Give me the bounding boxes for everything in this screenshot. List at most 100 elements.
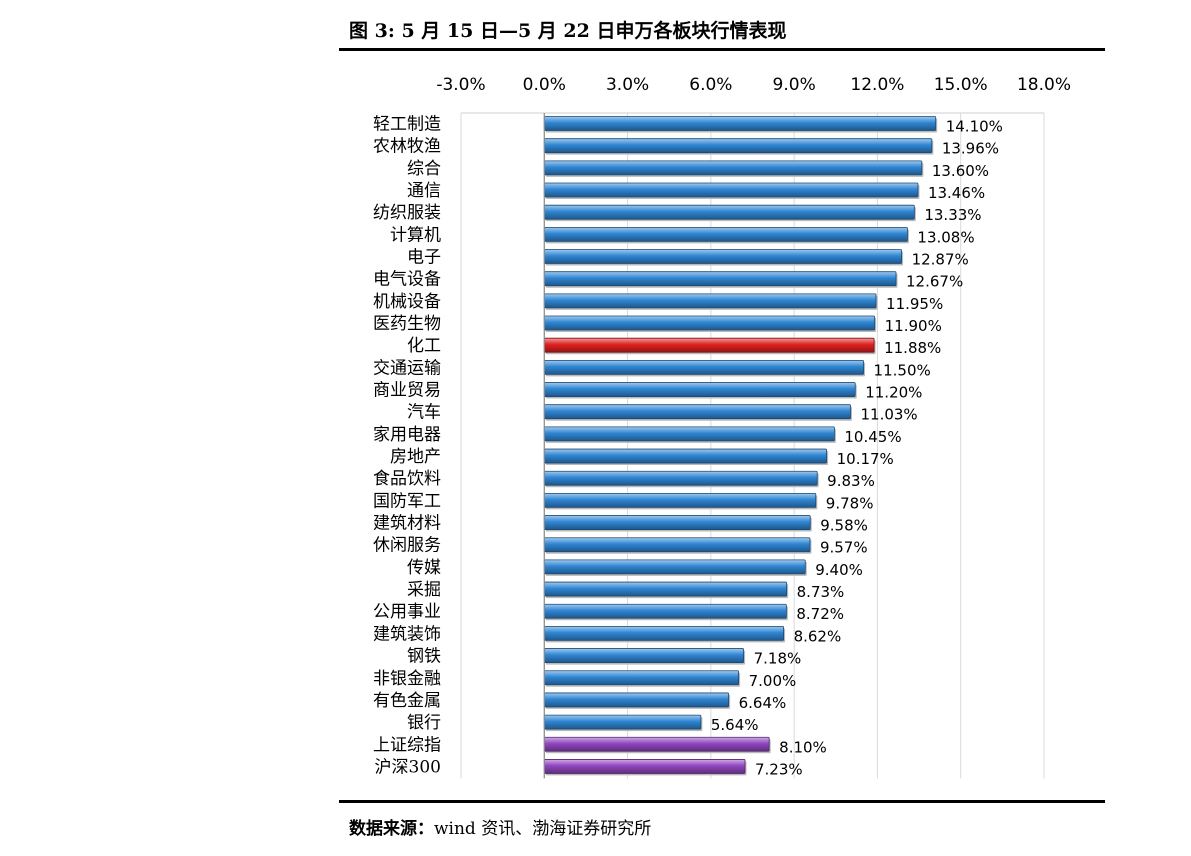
bottom-rule [339,800,1105,803]
data-label: 8.73% [797,583,845,601]
data-label: 9.78% [826,494,874,512]
bar [543,626,784,641]
bar [543,515,811,530]
category-label: 建筑材料 [373,514,441,534]
x-tick-label: 6.0% [689,75,732,95]
data-label: 12.67% [906,273,963,291]
bar [543,581,788,597]
bar [543,692,730,708]
bar [543,116,937,131]
bar [543,204,915,220]
data-label: 13.33% [924,206,981,224]
bar [543,714,702,730]
category-label: 机械设备 [373,292,441,312]
bar-chart: -3.0% 0.0% 3.0% 6.0% 9.0% 12.0% 15.0% 18.0% 轻工制造… [373,75,1071,779]
category-label: 电气设备 [373,270,441,290]
data-label: 6.64% [739,694,787,712]
data-label: 8.72% [796,605,844,623]
data-label: 8.10% [779,738,827,756]
category-label: 综合 [407,159,441,179]
data-label: 13.46% [928,184,985,202]
data-label: 12.87% [912,251,969,269]
bar [543,648,745,663]
bar [543,492,817,508]
bar [543,182,919,198]
category-label: 房地产 [390,447,441,467]
bar [543,249,902,264]
bar [543,603,787,619]
category-label: 有色金属 [373,691,441,711]
bar [543,293,877,309]
x-tick-label: 3.0% [606,75,649,95]
data-label: 11.50% [874,361,931,379]
category-label: 银行 [407,713,441,733]
data-label: 13.60% [932,162,989,180]
x-tick-label: 18.0% [1017,75,1071,95]
bar [543,537,811,553]
category-label: 传媒 [407,558,441,578]
x-tick-label: 12.0% [850,75,904,95]
bar [543,559,806,575]
category-label: 医药生物 [373,314,441,334]
data-label: 9.83% [827,472,875,490]
source-label: 数据来源： [349,819,434,839]
x-tick-label: 0.0% [523,75,566,95]
bar [543,736,770,752]
data-label: 11.90% [885,317,942,335]
data-label: 11.03% [860,406,917,424]
chart-title: 图 3: 5 月 15 日—5 月 22 日申万各板块行情表现 [349,20,787,42]
category-label: 采掘 [407,580,441,600]
data-label: 14.10% [946,118,1003,136]
category-label: 轻工制造 [373,115,441,135]
category-label: 纺织服装 [373,203,441,223]
data-label: 13.96% [942,140,999,158]
category-label: 家用电器 [373,425,441,445]
data-label: 7.00% [749,672,797,690]
data-label: 8.62% [794,627,842,645]
data-label: 10.45% [844,428,901,446]
data-label: 9.58% [820,517,868,535]
category-label: 公用事业 [373,602,441,622]
bar [543,426,835,442]
data-label: 11.20% [865,384,922,402]
category-label: 非银金融 [373,669,441,689]
bar [543,226,908,242]
bar [543,337,875,353]
category-label: 食品饮料 [373,469,441,489]
category-label: 休闲服务 [373,536,441,556]
category-label: 计算机 [390,225,441,245]
x-tick-label: -3.0% [436,75,485,95]
bar [543,160,923,176]
category-label: 建筑装饰 [373,624,441,644]
category-label: 汽车 [407,403,441,423]
category-label: 通信 [407,181,441,201]
data-label: 10.17% [837,450,894,468]
source-text: wind 资讯、渤海证券研究所 [434,819,652,839]
category-label: 沪深300 [375,757,441,777]
data-label: 11.88% [884,339,941,357]
bar [543,315,876,331]
bar [543,271,897,287]
bar [543,138,933,154]
bar [543,670,740,686]
data-label: 9.57% [820,539,868,557]
data-label: 11.95% [886,295,943,313]
data-label: 5.64% [711,716,759,734]
bar [543,470,818,486]
data-label: 9.40% [815,561,863,579]
bar [543,382,856,397]
category-label: 电子 [407,248,441,268]
category-label: 国防军工 [373,491,441,511]
category-label: 化工 [407,336,441,356]
category-label: 上证综指 [373,735,441,755]
x-tick-label: 9.0% [773,75,816,95]
top-rule [339,48,1105,51]
category-label: 农林牧渔 [373,137,441,157]
category-label: 钢铁 [407,647,441,667]
bar [543,759,746,774]
bar [543,404,851,420]
source-note: 数据来源：wind 资讯、渤海证券研究所 [349,814,651,839]
bar [543,359,864,375]
bar [543,448,828,464]
data-label: 7.23% [755,760,803,778]
